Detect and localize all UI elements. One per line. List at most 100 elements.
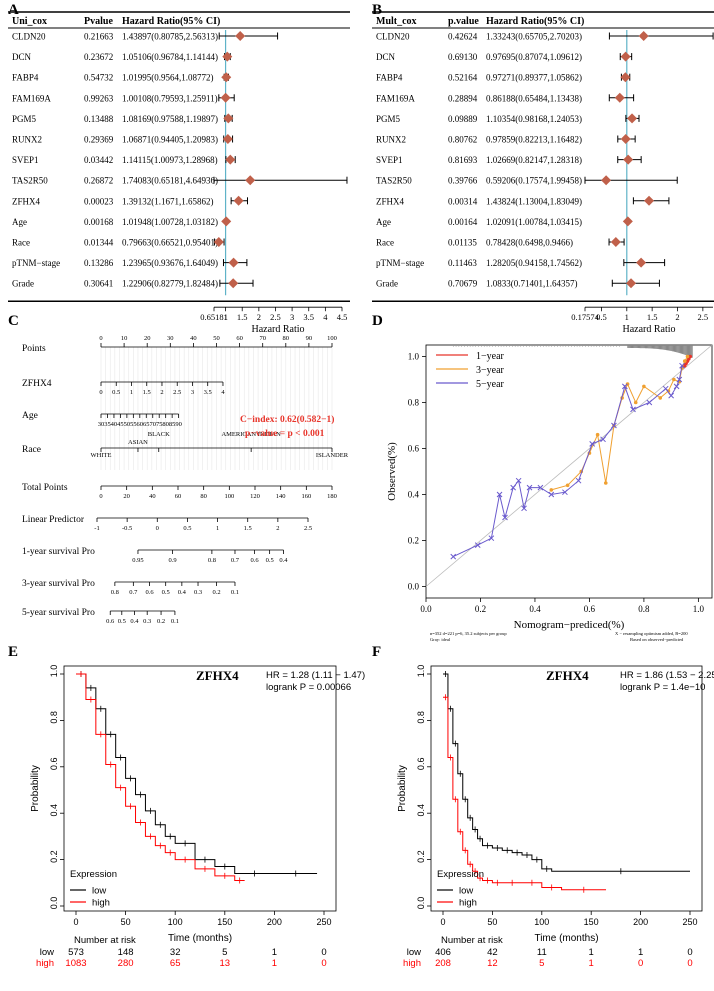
plot-frame xyxy=(430,665,703,912)
footer-note: X − resampling optimism added, B=200 xyxy=(615,631,688,637)
scale-tick-label: ISLANDER xyxy=(316,452,349,459)
data-point xyxy=(682,359,687,363)
footer-note: Gray: ideal xyxy=(430,637,451,642)
data-point xyxy=(502,514,508,521)
plot-title: ZFHX4 xyxy=(196,668,239,683)
p-value: 0.42624 xyxy=(448,32,478,42)
p-value: 0.99263 xyxy=(84,93,114,103)
y-tick-label: 0.0 xyxy=(416,897,426,910)
row-label: Age xyxy=(12,217,27,227)
risk-count: 1 xyxy=(589,947,594,958)
panel-label-b: B xyxy=(372,2,382,18)
y-tick-label: 0.2 xyxy=(408,536,419,546)
scale-tick-label: 0.8 xyxy=(208,557,216,564)
logrank-stat: logrank P = 1.4e−10 xyxy=(620,682,705,693)
x-tick-label: 2 xyxy=(257,312,261,322)
scale-tick-label: 0.5 xyxy=(266,557,274,564)
risk-count: 1083 xyxy=(65,958,86,969)
scale-tick-label: BLACK xyxy=(148,431,170,438)
x-axis-title: Nomogram−prediced(%) xyxy=(514,619,625,631)
risk-count: 208 xyxy=(435,958,451,969)
scale-label: Age xyxy=(22,411,38,421)
legend-title: Expression xyxy=(437,869,484,880)
data-point xyxy=(496,491,503,498)
p-value: 0.13286 xyxy=(84,258,114,268)
scale-tick-label: 0.8 xyxy=(111,589,119,596)
data-point xyxy=(673,383,680,390)
scale-tick-label: 0.3 xyxy=(194,589,202,596)
panel-label-e: E xyxy=(8,644,18,660)
row-label: ZFHX4 xyxy=(12,196,41,206)
data-point xyxy=(562,489,568,496)
x-tick-label: 1.5 xyxy=(647,312,658,322)
x-tick-label: 200 xyxy=(267,917,282,927)
data-point xyxy=(688,354,693,359)
y-tick-label: 0.0 xyxy=(408,582,420,592)
data-point xyxy=(658,396,663,400)
p-value: 0.09889 xyxy=(448,114,478,124)
row-label: FABP4 xyxy=(376,73,403,83)
column-header: Hazard Ratio(95% CI) xyxy=(122,16,220,27)
hr-ci: 1.05106(0.96784,1.14144) xyxy=(122,52,218,62)
data-point xyxy=(510,484,517,491)
risk-count: 32 xyxy=(170,947,181,958)
scale-tick-label: 0 xyxy=(156,525,159,532)
scale-tick-label: 0.5 xyxy=(112,389,120,396)
data-point xyxy=(549,488,554,492)
scale-tick-label: 65 xyxy=(143,421,150,428)
x-tick-label: 2 xyxy=(675,312,679,322)
scale-tick-label: 0.6 xyxy=(145,589,154,596)
row-label: FABP4 xyxy=(12,73,39,83)
hr-ci: 1.39132(1.1671,1.65862) xyxy=(122,196,214,206)
scale-tick-label: ASIAN xyxy=(128,439,148,446)
row-label: SVEP1 xyxy=(12,155,39,165)
scale-tick-label: 0 xyxy=(99,389,102,396)
scale-tick-label: 75 xyxy=(156,421,163,428)
scale-tick-label: 3 xyxy=(191,389,194,396)
hr-diamond xyxy=(623,154,634,165)
y-tick-label: 0.4 xyxy=(49,804,59,817)
scale-tick-label: 60 xyxy=(137,421,144,428)
hr-ci: 1.23965(0.93676,1.64049) xyxy=(122,258,218,268)
scale-tick-label: 10 xyxy=(121,335,128,342)
y-tick-label: 1.0 xyxy=(49,665,59,678)
x-tick-label: 50 xyxy=(121,917,131,927)
data-point xyxy=(668,392,674,399)
plot-title: ZFHX4 xyxy=(546,668,589,683)
plot-frame xyxy=(63,665,337,912)
hr-diamond xyxy=(638,31,649,41)
hr-ci: 1.01995(0.9564,1.08772) xyxy=(122,73,214,83)
y-tick-label: 0.2 xyxy=(416,850,426,863)
x-tick-label: 0.5 xyxy=(596,312,607,322)
x-tick-label: 250 xyxy=(682,917,697,927)
hr-ci: 1.00108(0.79593,1.25911) xyxy=(122,93,218,103)
scale-tick-label: 0.9 xyxy=(169,557,177,564)
p-value: 0.01344 xyxy=(84,238,114,248)
hr-diamond xyxy=(213,237,224,247)
data-point xyxy=(642,384,646,389)
column-header: p.value xyxy=(448,16,479,27)
p-value: 0.11463 xyxy=(448,258,477,268)
scale-tick-label: 70 xyxy=(259,335,266,342)
scale-tick-label: AMERICAN INDIAN xyxy=(221,431,281,438)
hr-ci: 1.06871(0.94405,1.20983) xyxy=(122,135,218,145)
risk-count: 0 xyxy=(638,958,643,969)
risk-count: 573 xyxy=(68,947,84,958)
data-point xyxy=(603,481,608,485)
hr-ci: 0.79663(0.66521,0.95401) xyxy=(122,238,218,248)
hr-diamond xyxy=(220,92,231,103)
risk-count: 1 xyxy=(638,947,643,958)
scale-tick-label: 35 xyxy=(104,421,111,428)
data-point xyxy=(589,441,596,447)
x-tick-label: 0.2 xyxy=(475,604,486,614)
scale-tick-label: 0.3 xyxy=(143,618,151,625)
data-point xyxy=(521,505,527,512)
row-label: TAS2R50 xyxy=(376,176,412,186)
scale-tick-label: 0.7 xyxy=(129,589,138,596)
data-point xyxy=(537,484,544,491)
risk-group-label: low xyxy=(40,947,54,958)
risk-count: 0 xyxy=(687,958,692,969)
x-tick-label: 1 xyxy=(223,312,227,322)
